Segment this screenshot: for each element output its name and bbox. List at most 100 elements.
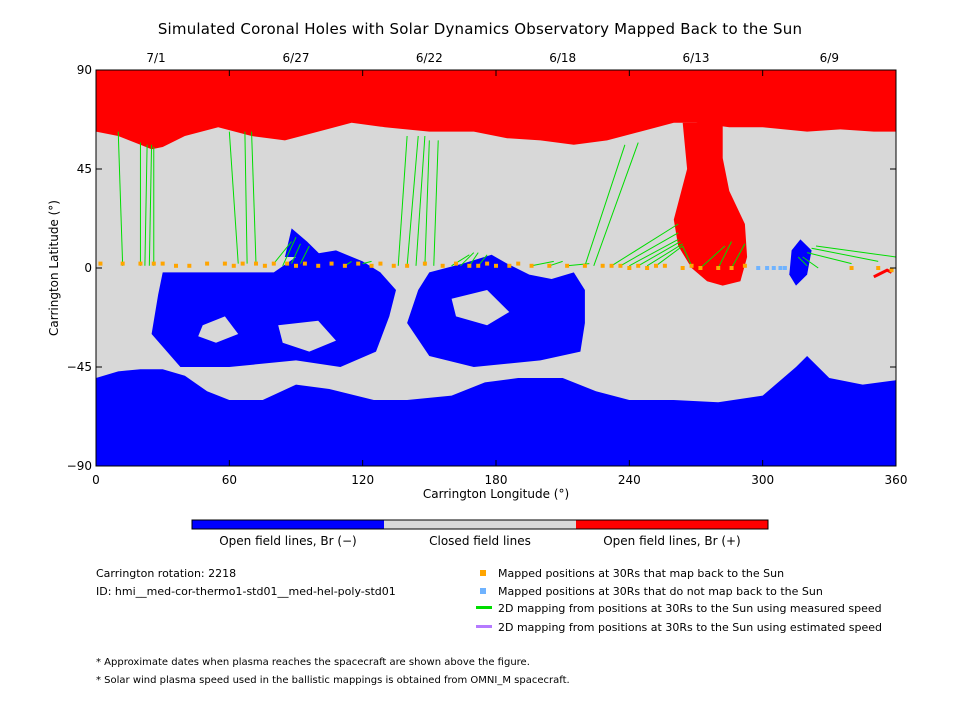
date-label-4: 6/13 xyxy=(683,51,710,65)
y-tick-label-0: 90 xyxy=(77,63,92,77)
colorbar-segment-2 xyxy=(576,520,768,529)
mapped-point-34 xyxy=(529,263,534,268)
mapped-point-47 xyxy=(689,263,694,268)
mapped-point-38 xyxy=(600,263,605,268)
x-tick-label-6: 360 xyxy=(885,473,908,487)
legend-swatch-estimated xyxy=(476,625,492,628)
unmapped-point-0 xyxy=(756,266,761,270)
mapping-line-20 xyxy=(460,252,475,267)
mapped-point-26 xyxy=(440,263,445,268)
y-tick-label-3: −45 xyxy=(67,360,92,374)
y-axis-label: Carrington Latitude (°) xyxy=(47,200,61,336)
mapping-line-24 xyxy=(549,260,563,267)
mapped-point-7 xyxy=(205,261,210,266)
mapped-point-24 xyxy=(405,263,410,268)
colorbar-label-positive: Open field lines, Br (+) xyxy=(603,534,741,548)
legend-label-estimated: 2D mapping from positions at 30Rs to the… xyxy=(498,621,883,634)
mapped-point-30 xyxy=(485,261,490,266)
mapped-point-42 xyxy=(636,263,641,268)
mapped-point-51 xyxy=(742,263,747,268)
mapped-point-35 xyxy=(547,263,552,268)
x-tick-label-5: 300 xyxy=(751,473,774,487)
mapping-line-36 xyxy=(717,241,733,269)
mapping-line-16 xyxy=(415,135,426,266)
date-label-2: 6/22 xyxy=(416,51,443,65)
mapping-line-30 xyxy=(629,238,679,267)
mapped-point-10 xyxy=(240,261,245,266)
mapped-point-32 xyxy=(507,263,512,268)
mapping-line-5 xyxy=(228,131,239,264)
mapped-point-41 xyxy=(627,266,632,270)
mapped-point-1 xyxy=(120,261,125,266)
x-tick-label-1: 60 xyxy=(222,473,237,487)
mapping-line-23 xyxy=(531,260,554,267)
mapping-line-0 xyxy=(117,131,124,266)
mapped-point-31 xyxy=(494,263,498,268)
x-tick-label-4: 240 xyxy=(618,473,641,487)
closed-island-1 xyxy=(451,290,510,326)
mapped-point-8 xyxy=(222,261,227,266)
mapped-point-6 xyxy=(187,263,192,268)
mapping-line-21 xyxy=(468,252,479,267)
mapped-point-3 xyxy=(151,261,156,266)
colorbar-label-closed: Closed field lines xyxy=(429,534,531,548)
date-label-0: 7/1 xyxy=(146,51,165,65)
carrington-rotation-text: Carrington rotation: 2218 xyxy=(96,567,237,580)
mapped-point-46 xyxy=(680,266,685,270)
mapping-line-18 xyxy=(433,140,439,266)
closed-island-2 xyxy=(198,316,239,343)
date-label-3: 6/18 xyxy=(549,51,576,65)
mapped-point-25 xyxy=(422,261,427,266)
unmapped-point-4 xyxy=(782,266,787,270)
y-tick-label-4: −90 xyxy=(67,459,92,473)
mapped-point-45 xyxy=(662,263,667,268)
legend-swatch-mapped xyxy=(480,570,486,576)
mapping-line-6 xyxy=(244,131,248,264)
mapped-point-9 xyxy=(231,263,236,268)
mapped-point-20 xyxy=(356,261,361,266)
colorbar-frame xyxy=(191,519,769,530)
mapped-point-48 xyxy=(698,266,703,270)
legend-swatch-measured xyxy=(476,606,492,609)
mapped-point-54 xyxy=(889,268,894,273)
mapped-point-23 xyxy=(391,263,396,268)
mapping-line-7 xyxy=(251,131,257,264)
y-tick-label-1: 45 xyxy=(77,162,92,176)
mapped-point-18 xyxy=(329,261,334,266)
mapped-point-39 xyxy=(609,263,614,268)
plot-area xyxy=(96,70,896,466)
mapping-line-38 xyxy=(797,256,808,267)
model-id-text: ID: hmi__med-cor-thermo1-std01__med-hel-… xyxy=(96,585,396,598)
mapped-point-21 xyxy=(369,263,374,268)
mapped-point-50 xyxy=(729,266,734,270)
legend-label-mapped: Mapped positions at 30Rs that map back t… xyxy=(498,567,785,580)
legend-label-measured: 2D mapping from positions at 30Rs to the… xyxy=(498,602,882,615)
negative-lobe-3 xyxy=(789,239,812,286)
mapped-point-17 xyxy=(316,263,321,268)
mapping-line-28 xyxy=(611,223,679,267)
mapped-point-12 xyxy=(262,263,267,268)
chart-title: Simulated Coronal Holes with Solar Dynam… xyxy=(157,20,803,38)
mapped-point-44 xyxy=(654,263,658,268)
footnote-dates: * Approximate dates when plasma reaches … xyxy=(96,657,530,668)
mapped-point-4 xyxy=(160,261,165,266)
mapped-point-0 xyxy=(98,261,103,266)
unmapped-point-3 xyxy=(778,266,783,270)
mapping-line-10 xyxy=(291,243,301,264)
mapped-point-2 xyxy=(138,261,143,266)
mapped-point-13 xyxy=(271,261,276,266)
mapped-point-29 xyxy=(476,263,481,268)
y-tick-label-2: 0 xyxy=(84,261,92,275)
positive-polar-hole xyxy=(96,70,896,150)
mapped-point-33 xyxy=(516,261,521,266)
mapped-point-27 xyxy=(454,261,458,266)
x-tick-label-3: 180 xyxy=(485,473,508,487)
mapping-line-33 xyxy=(655,245,683,267)
mapping-line-14 xyxy=(397,135,408,266)
legend-swatch-unmapped xyxy=(480,588,486,594)
mapping-line-29 xyxy=(620,232,679,267)
colorbar-segment-0 xyxy=(192,520,384,529)
mapped-point-40 xyxy=(618,263,623,268)
mapping-line-40 xyxy=(806,252,852,265)
mapped-point-16 xyxy=(302,261,307,266)
